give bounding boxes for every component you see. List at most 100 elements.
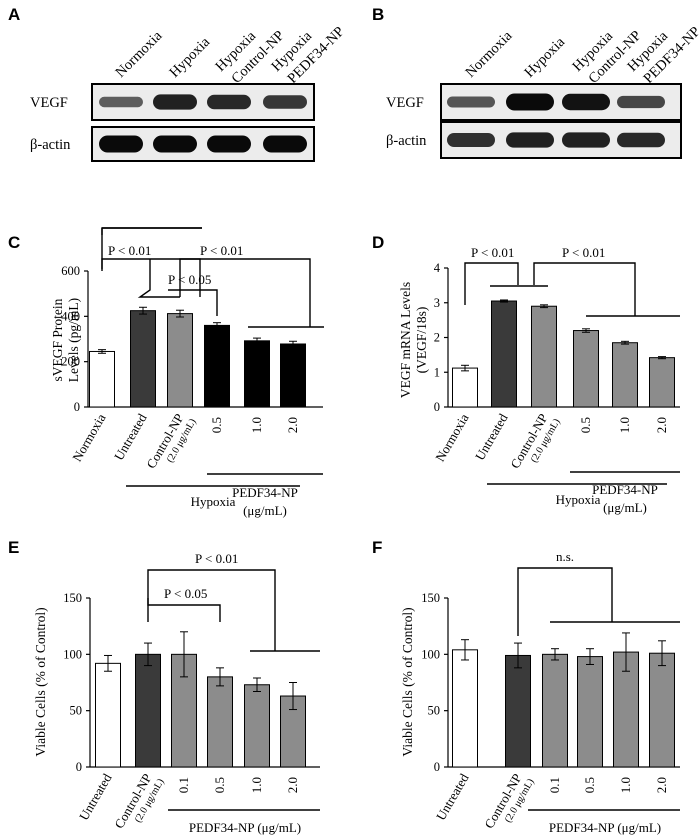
bar: [244, 684, 270, 768]
y-tick-label: 100: [421, 647, 440, 661]
y-tick-label: 1: [434, 365, 440, 379]
bar: [204, 324, 230, 408]
category-label: Untreated: [111, 411, 150, 463]
bar: [542, 653, 568, 768]
bar: [649, 357, 675, 408]
y-tick-label: 0: [434, 400, 440, 414]
bar: [649, 652, 675, 768]
y-tick-label: 50: [70, 704, 83, 718]
category-label: 0.5: [582, 777, 597, 793]
significance-bracket: [533, 262, 636, 316]
significance-bracket: [179, 258, 311, 327]
significance-bracket: [464, 262, 519, 305]
bar: [505, 654, 531, 768]
band: [153, 94, 197, 110]
category-label: 2.0: [654, 777, 669, 793]
condition-label: Hypoxia: [556, 492, 601, 507]
bar: [452, 649, 478, 768]
y-tick-label: 50: [428, 704, 441, 718]
significance-bracket: [517, 567, 613, 636]
panel-letter: E: [8, 538, 19, 557]
category-label: 2.0: [654, 417, 669, 433]
band-label: VEGF: [30, 95, 68, 111]
category-label: 0.5: [209, 417, 224, 433]
y-axis-label: Viable Cells (% of Control): [400, 607, 415, 756]
y-axis-label: Levels (pg/mL): [66, 298, 81, 382]
band: [207, 135, 251, 153]
p-value-label: P < 0.01: [195, 551, 238, 566]
bar: [280, 343, 306, 408]
band: [562, 132, 610, 148]
band-label: β-actin: [30, 137, 71, 153]
bar: [452, 367, 478, 408]
lane-label: Hypoxia: [167, 34, 214, 81]
bar: [612, 342, 638, 408]
band: [153, 135, 197, 153]
band: [99, 96, 143, 108]
group-label: PEDF34-NP (μg/mL): [549, 820, 661, 835]
y-tick-label: 4: [434, 261, 441, 275]
p-value-label: P < 0.01: [562, 245, 605, 260]
y-tick-label: 150: [421, 591, 440, 605]
band: [447, 133, 495, 147]
bar: [207, 676, 233, 768]
p-value-label: n.s.: [556, 549, 574, 564]
category-label: Normoxia: [432, 411, 471, 464]
category-label: 1.0: [618, 777, 633, 793]
bar: [573, 330, 599, 408]
y-tick-label: 150: [63, 591, 82, 605]
bar: [491, 300, 517, 408]
category-label: 2.0: [285, 417, 300, 433]
band: [263, 135, 307, 153]
band: [562, 93, 610, 111]
category-label: Normoxia: [69, 411, 108, 464]
panel-letter: D: [372, 233, 384, 252]
band-label: VEGF: [386, 95, 424, 111]
significance-bracket: [147, 569, 276, 651]
band-label: β-actin: [386, 133, 427, 149]
bar: [89, 350, 115, 408]
significance-bracket: [147, 598, 221, 622]
bar: [135, 653, 161, 768]
y-tick-label: 0: [76, 760, 82, 774]
y-tick-label: 0: [434, 760, 440, 774]
significance-bracket: [101, 258, 201, 297]
panel-letter: A: [8, 5, 20, 24]
y-axis-label: Viable Cells (% of Control): [33, 607, 48, 756]
group-label: PEDF34-NP (μg/mL): [189, 820, 301, 835]
category-label: Untreated: [76, 771, 115, 823]
band: [447, 96, 495, 108]
bar: [531, 305, 557, 408]
band: [99, 135, 143, 153]
y-axis-label: VEGF mRNA Levels: [398, 282, 413, 398]
category-label: Untreated: [472, 411, 511, 463]
y-tick-label: 3: [434, 296, 440, 310]
panel-letter: B: [372, 5, 384, 24]
band: [263, 95, 307, 109]
y-tick-label: 600: [61, 264, 80, 278]
y-tick-label: 400: [61, 309, 80, 323]
bar: [95, 662, 121, 768]
band: [506, 93, 554, 111]
lane-label: Normoxia: [463, 28, 516, 81]
bar: [613, 651, 639, 768]
significance-bracket: [137, 259, 180, 298]
y-tick-label: 0: [74, 400, 80, 414]
panel-letter: F: [372, 538, 382, 557]
p-value-label: P < 0.01: [471, 245, 514, 260]
lane-label: Hypoxia: [522, 34, 569, 81]
p-value-label: P < 0.01: [200, 243, 243, 258]
category-label: 1.0: [249, 777, 264, 793]
panel-letter: C: [8, 233, 20, 252]
category-label: 0.5: [212, 777, 227, 793]
bar: [167, 313, 193, 408]
band: [617, 95, 665, 109]
y-axis-label: sVEGF Protein: [50, 298, 65, 381]
band: [506, 132, 554, 148]
lane-label: Normoxia: [113, 28, 166, 81]
bar: [577, 656, 603, 768]
p-value-label: P < 0.05: [164, 586, 207, 601]
bar: [130, 310, 156, 408]
category-label: 0.1: [176, 777, 191, 793]
